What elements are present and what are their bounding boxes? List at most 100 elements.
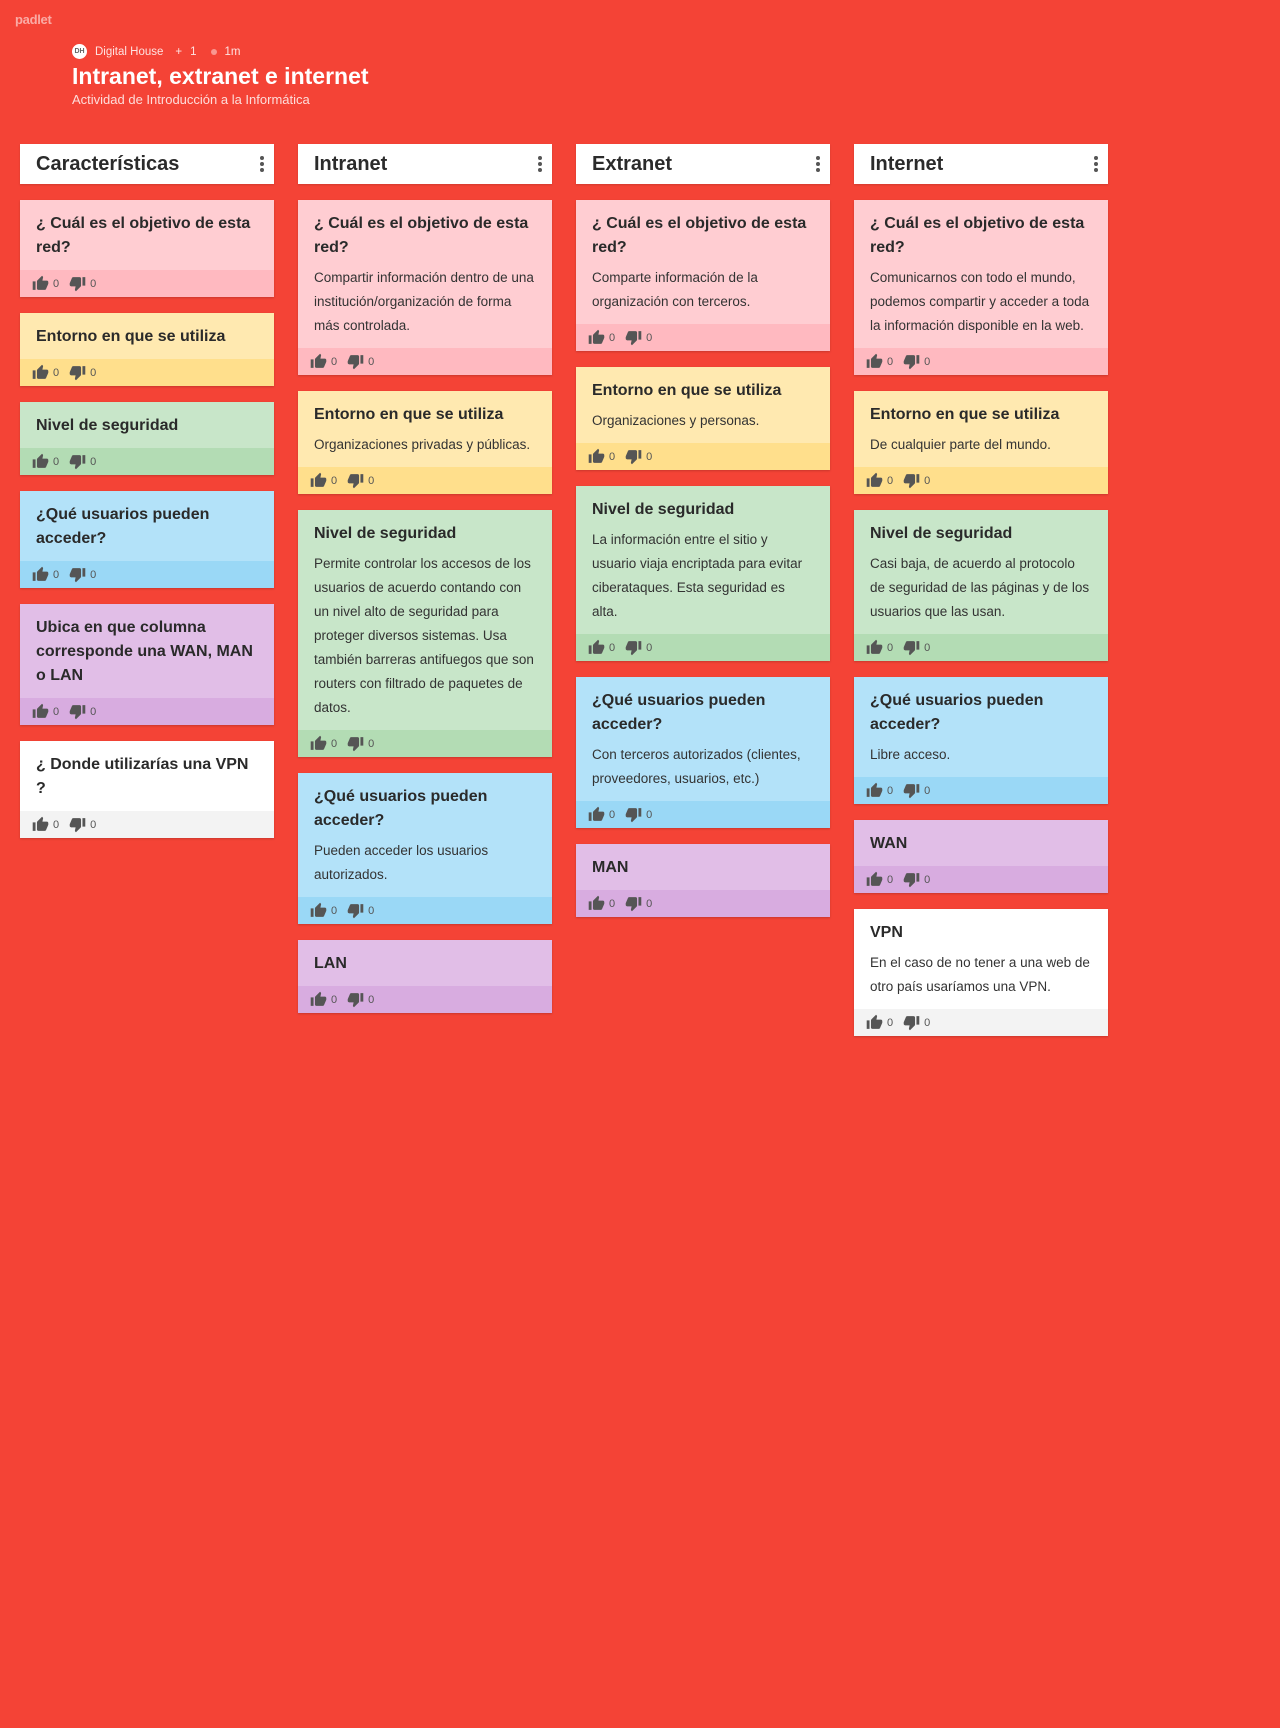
post-card[interactable]: Entorno en que se utiliza Organizaciones… <box>298 391 552 494</box>
like-button[interactable]: 0 <box>32 453 59 470</box>
avatar[interactable]: DH <box>72 44 87 59</box>
dislike-button[interactable]: 0 <box>69 275 96 292</box>
post-card[interactable]: ¿Qué usuarios pueden acceder? 0 0 <box>20 491 274 588</box>
post-card[interactable]: Entorno en que se utiliza 0 0 <box>20 313 274 386</box>
post-body[interactable]: ¿Qué usuarios pueden acceder? Libre acce… <box>854 677 1108 777</box>
dislike-button[interactable]: 0 <box>625 895 652 912</box>
like-button[interactable]: 0 <box>32 703 59 720</box>
post-card[interactable]: Entorno en que se utiliza Organizaciones… <box>576 367 830 470</box>
dislike-button[interactable]: 0 <box>69 816 96 833</box>
like-button[interactable]: 0 <box>310 735 337 752</box>
like-button[interactable]: 0 <box>866 639 893 656</box>
dislike-button[interactable]: 0 <box>903 871 930 888</box>
post-body[interactable]: Nivel de seguridad Permite controlar los… <box>298 510 552 730</box>
like-button[interactable]: 0 <box>588 639 615 656</box>
dislike-button[interactable]: 0 <box>69 566 96 583</box>
like-button[interactable]: 0 <box>866 871 893 888</box>
post-card[interactable]: ¿ Cuál es el objetivo de esta red? Compa… <box>576 200 830 351</box>
column-title[interactable]: Extranet <box>592 152 673 175</box>
dislike-button[interactable]: 0 <box>69 453 96 470</box>
dislike-button[interactable]: 0 <box>903 353 930 370</box>
post-card[interactable]: ¿Qué usuarios pueden acceder? Libre acce… <box>854 677 1108 804</box>
dislike-button[interactable]: 0 <box>347 902 374 919</box>
kebab-icon[interactable] <box>534 152 546 176</box>
column-title[interactable]: Características <box>36 152 180 175</box>
dislike-button[interactable]: 0 <box>625 806 652 823</box>
dislike-button[interactable]: 0 <box>625 448 652 465</box>
post-body[interactable]: ¿ Cuál es el objetivo de esta red? Compa… <box>298 200 552 348</box>
like-button[interactable]: 0 <box>310 991 337 1008</box>
like-button[interactable]: 0 <box>310 353 337 370</box>
post-body[interactable]: Ubica en que columna corresponde una WAN… <box>20 604 274 698</box>
author-name[interactable]: Digital House <box>95 45 164 58</box>
post-body[interactable]: Entorno en que se utiliza Organizaciones… <box>298 391 552 467</box>
post-body[interactable]: Nivel de seguridad La información entre … <box>576 486 830 634</box>
post-card[interactable]: Nivel de seguridad La información entre … <box>576 486 830 661</box>
post-card[interactable]: Nivel de seguridad 0 0 <box>20 402 274 475</box>
post-body[interactable]: Entorno en que se utiliza Organizaciones… <box>576 367 830 443</box>
like-button[interactable]: 0 <box>866 1014 893 1031</box>
post-card[interactable]: LAN 0 0 <box>298 940 552 1013</box>
dislike-button[interactable]: 0 <box>347 472 374 489</box>
post-body[interactable]: ¿Qué usuarios pueden acceder? <box>20 491 274 561</box>
post-body[interactable]: ¿ Donde utilizarías una VPN ? <box>20 741 274 811</box>
post-card[interactable]: ¿Qué usuarios pueden acceder? Con tercer… <box>576 677 830 828</box>
dislike-button[interactable]: 0 <box>903 782 930 799</box>
post-body[interactable]: LAN <box>298 940 552 986</box>
post-card[interactable]: ¿ Donde utilizarías una VPN ? 0 0 <box>20 741 274 838</box>
column-title[interactable]: Internet <box>870 152 944 175</box>
post-body[interactable]: ¿ Cuál es el objetivo de esta red? Comun… <box>854 200 1108 348</box>
like-button[interactable]: 0 <box>866 782 893 799</box>
post-body[interactable]: Entorno en que se utiliza De cualquier p… <box>854 391 1108 467</box>
like-button[interactable]: 0 <box>866 353 893 370</box>
post-card[interactable]: ¿ Cuál es el objetivo de esta red? Comun… <box>854 200 1108 375</box>
post-card[interactable]: Nivel de seguridad Casi baja, de acuerdo… <box>854 510 1108 661</box>
dislike-button[interactable]: 0 <box>903 1014 930 1031</box>
dislike-button[interactable]: 0 <box>903 639 930 656</box>
like-button[interactable]: 0 <box>866 472 893 489</box>
dislike-button[interactable]: 0 <box>69 364 96 381</box>
dislike-button[interactable]: 0 <box>625 329 652 346</box>
like-button[interactable]: 0 <box>310 472 337 489</box>
like-button[interactable]: 0 <box>32 566 59 583</box>
dislike-button[interactable]: 0 <box>347 735 374 752</box>
dislike-button[interactable]: 0 <box>347 991 374 1008</box>
post-body[interactable]: Nivel de seguridad Casi baja, de acuerdo… <box>854 510 1108 634</box>
post-body[interactable]: WAN <box>854 820 1108 866</box>
kebab-icon[interactable] <box>256 152 268 176</box>
post-body[interactable]: ¿ Cuál es el objetivo de esta red? Compa… <box>576 200 830 324</box>
column-title[interactable]: Intranet <box>314 152 388 175</box>
like-button[interactable]: 0 <box>32 816 59 833</box>
post-body[interactable]: VPN En el caso de no tener a una web de … <box>854 909 1108 1009</box>
post-body[interactable]: ¿Qué usuarios pueden acceder? Pueden acc… <box>298 773 552 897</box>
like-count: 0 <box>53 705 60 718</box>
post-card[interactable]: ¿ Cuál es el objetivo de esta red? 0 0 <box>20 200 274 297</box>
post-card[interactable]: Nivel de seguridad Permite controlar los… <box>298 510 552 757</box>
dislike-button[interactable]: 0 <box>347 353 374 370</box>
post-body[interactable]: ¿ Cuál es el objetivo de esta red? <box>20 200 274 270</box>
post-card[interactable]: ¿Qué usuarios pueden acceder? Pueden acc… <box>298 773 552 924</box>
post-card[interactable]: VPN En el caso de no tener a una web de … <box>854 909 1108 1036</box>
post-body[interactable]: ¿Qué usuarios pueden acceder? Con tercer… <box>576 677 830 801</box>
post-card[interactable]: ¿ Cuál es el objetivo de esta red? Compa… <box>298 200 552 375</box>
dislike-button[interactable]: 0 <box>69 703 96 720</box>
post-body[interactable]: MAN <box>576 844 830 890</box>
post-card[interactable]: MAN 0 0 <box>576 844 830 917</box>
dislike-button[interactable]: 0 <box>625 639 652 656</box>
like-button[interactable]: 0 <box>588 329 615 346</box>
padlet-logo[interactable]: padlet <box>15 12 52 27</box>
dislike-button[interactable]: 0 <box>903 472 930 489</box>
like-button[interactable]: 0 <box>32 275 59 292</box>
post-card[interactable]: Entorno en que se utiliza De cualquier p… <box>854 391 1108 494</box>
post-card[interactable]: WAN 0 0 <box>854 820 1108 893</box>
like-button[interactable]: 0 <box>588 448 615 465</box>
like-button[interactable]: 0 <box>588 895 615 912</box>
like-button[interactable]: 0 <box>310 902 337 919</box>
kebab-icon[interactable] <box>1090 152 1102 176</box>
like-button[interactable]: 0 <box>32 364 59 381</box>
post-body[interactable]: Entorno en que se utiliza <box>20 313 274 359</box>
post-card[interactable]: Ubica en que columna corresponde una WAN… <box>20 604 274 725</box>
kebab-icon[interactable] <box>812 152 824 176</box>
like-button[interactable]: 0 <box>588 806 615 823</box>
post-body[interactable]: Nivel de seguridad <box>20 402 274 448</box>
